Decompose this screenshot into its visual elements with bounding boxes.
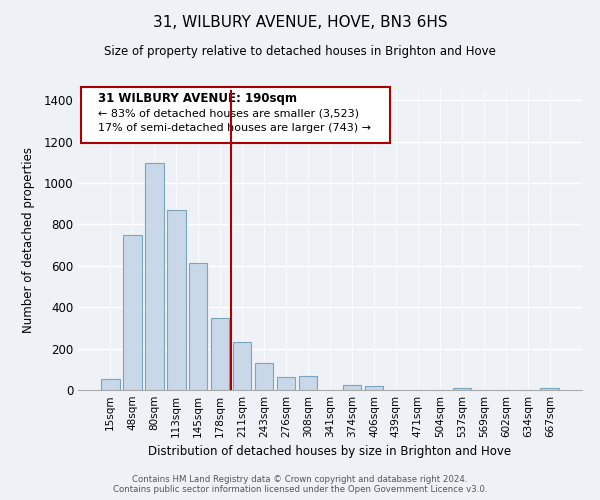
Bar [145,164,164,390]
Bar [365,386,383,390]
Bar [541,388,559,390]
Bar [277,376,295,390]
Bar [211,318,229,390]
Text: 17% of semi-detached houses are larger (743) →: 17% of semi-detached houses are larger (… [98,123,371,133]
Bar [343,385,361,390]
Y-axis label: Number of detached properties: Number of detached properties [22,147,35,333]
X-axis label: Distribution of detached houses by size in Brighton and Hove: Distribution of detached houses by size … [148,446,512,458]
Text: Contains HM Land Registry data © Crown copyright and database right 2024.: Contains HM Land Registry data © Crown c… [132,476,468,484]
Bar [255,363,274,390]
Text: ← 83% of detached houses are smaller (3,523): ← 83% of detached houses are smaller (3,… [98,108,359,118]
FancyBboxPatch shape [80,87,391,142]
Bar [167,210,185,390]
Bar [123,235,142,390]
Bar [189,263,208,390]
Bar [452,388,471,390]
Text: Contains public sector information licensed under the Open Government Licence v3: Contains public sector information licen… [113,486,487,494]
Bar [299,376,317,390]
Bar [233,342,251,390]
Text: Size of property relative to detached houses in Brighton and Hove: Size of property relative to detached ho… [104,45,496,58]
Text: 31, WILBURY AVENUE, HOVE, BN3 6HS: 31, WILBURY AVENUE, HOVE, BN3 6HS [152,15,448,30]
Text: 31 WILBURY AVENUE: 190sqm: 31 WILBURY AVENUE: 190sqm [98,92,297,104]
Bar [101,379,119,390]
